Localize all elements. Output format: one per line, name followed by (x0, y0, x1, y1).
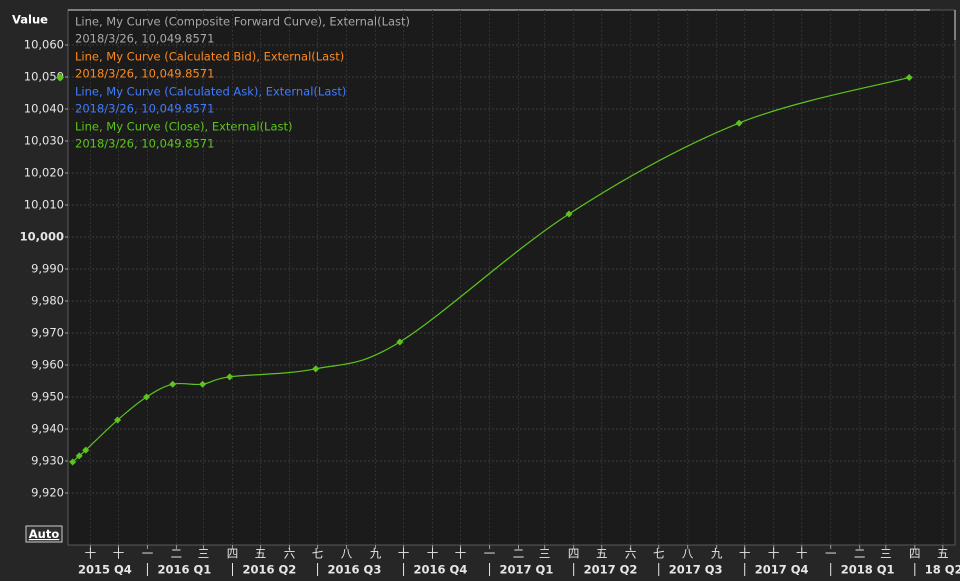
y-tick-label: 9,950 (31, 390, 64, 404)
plot-area (67, 9, 956, 546)
x-tick-label: 四 (227, 547, 239, 561)
x-tick-label: 二 (171, 547, 183, 561)
x-tick-label: 二 (854, 547, 866, 561)
auto-button-frame[interactable] (25, 525, 63, 543)
quarter-label: 2016 Q4 (414, 563, 468, 577)
point-marker (396, 338, 404, 346)
x-tick-label: 十 (739, 547, 751, 561)
quarter-label: 2016 Q1 (157, 563, 211, 577)
x-tick-label: 十 (113, 547, 125, 561)
x-tick-label: 三 (880, 547, 892, 561)
x-tick-label: 八 (682, 547, 694, 561)
legend-name: Line, My Curve (Calculated Bid), Externa… (75, 50, 344, 64)
y-tick-label: 10,020 (24, 166, 64, 180)
x-tick-label: 七 (653, 547, 665, 561)
y-tick-label: 9,980 (31, 294, 64, 308)
legend-name: Line, My Curve (Composite Forward Curve)… (75, 15, 410, 29)
y-tick-label: 10,050 (24, 70, 64, 84)
point-marker (75, 452, 83, 460)
y-tick-label: 10,000 (20, 230, 64, 244)
x-tick-label: 三 (198, 547, 210, 561)
quarter-label: 2017 Q1 (500, 563, 554, 577)
point-marker (143, 393, 151, 401)
quarter-label: 2018 Q1 (841, 563, 895, 577)
point-marker (114, 416, 122, 424)
x-tick-label: 一 (484, 547, 496, 561)
legend-readout: 2018/3/26, 10,049.8571 (75, 32, 214, 46)
x-tick-label: 五 (255, 547, 267, 561)
quarter-label: 2015 Q4 (78, 563, 132, 577)
y-tick-label: 9,990 (31, 262, 64, 276)
legend-name: Line, My Curve (Close), External(Last) (75, 120, 293, 134)
x-tick-label: 五 (937, 547, 949, 561)
x-tick-label: 三 (539, 547, 551, 561)
x-tick-label: 九 (711, 547, 723, 561)
x-tick-label: 十 (427, 547, 439, 561)
x-tick-label: 九 (370, 547, 382, 561)
x-tick-label: 二 (513, 547, 525, 561)
y-tick-label: 10,060 (24, 38, 64, 52)
quarter-label: 2016 Q2 (243, 563, 297, 577)
x-tick-label: 十 (398, 547, 410, 561)
y-tick-label: 10,010 (24, 198, 64, 212)
x-tick-label: 一 (825, 547, 837, 561)
point-marker (565, 210, 573, 218)
y-tick-label: 9,970 (31, 326, 64, 340)
point-marker (199, 380, 207, 388)
y-tick-label: 9,930 (31, 454, 64, 468)
point-marker (905, 73, 913, 81)
x-tick-label: 十 (85, 547, 97, 561)
x-tick-label: 四 (568, 547, 580, 561)
legend-readout: 2018/3/26, 10,049.8571 (75, 67, 214, 81)
x-tick-label: 十 (796, 547, 808, 561)
x-tick-label: 四 (909, 547, 921, 561)
y-tick-label: 10,030 (24, 134, 64, 148)
point-marker (169, 380, 177, 388)
x-tick-label: 八 (341, 547, 353, 561)
y-tick-label: 9,960 (31, 358, 64, 372)
point-marker (312, 365, 320, 373)
quarter-label: 2017 Q3 (669, 563, 723, 577)
point-marker (226, 373, 234, 381)
legend-readout: 2018/3/26, 10,049.8571 (75, 137, 214, 151)
x-tick-label: 一 (142, 547, 154, 561)
quarter-label: 2016 Q3 (328, 563, 382, 577)
y-axis-title: Value (12, 13, 48, 27)
x-tick-label: 六 (284, 547, 296, 561)
y-tick-label: 9,920 (31, 486, 64, 500)
last-value-marker (56, 73, 64, 82)
legend-name: Line, My Curve (Calculated Ask), Externa… (75, 85, 346, 99)
y-tick-label: 10,040 (24, 102, 64, 116)
point-marker (735, 119, 743, 127)
point-marker (69, 458, 77, 466)
legend-readout: 2018/3/26, 10,049.8571 (75, 102, 214, 116)
quarter-label: 2017 Q2 (584, 563, 638, 577)
point-marker (82, 446, 90, 454)
quarter-label: 18 Q2 (925, 563, 960, 577)
x-tick-label: 七 (312, 547, 324, 561)
x-tick-label: 六 (625, 547, 637, 561)
auto-button-label[interactable]: Auto (29, 527, 60, 541)
x-tick-label: 五 (596, 547, 608, 561)
y-tick-label: 9,940 (31, 422, 64, 436)
x-tick-label: 十 (455, 547, 467, 561)
quarter-label: 2017 Q4 (755, 563, 809, 577)
auto-button[interactable]: Auto (25, 525, 63, 543)
x-tick-label: 十 (768, 547, 780, 561)
